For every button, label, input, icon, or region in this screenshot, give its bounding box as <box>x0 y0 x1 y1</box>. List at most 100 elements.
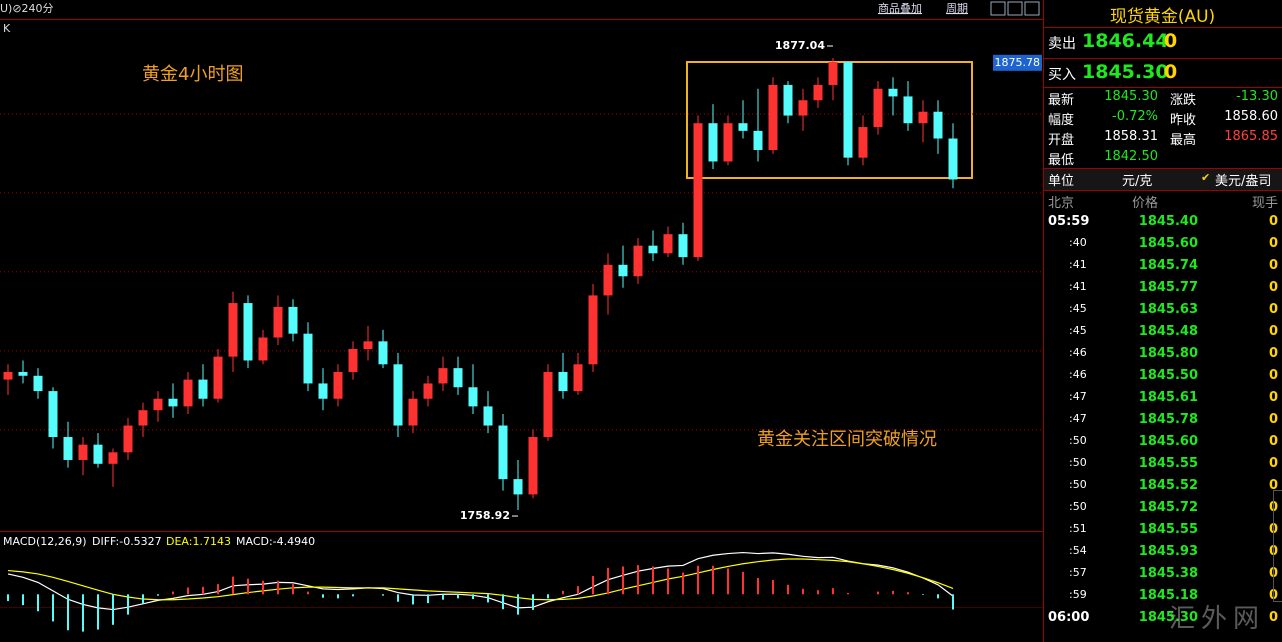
column-header: 北京 <box>1048 196 1075 211</box>
tick-volume: 0 <box>1268 390 1278 405</box>
stat-label: 幅度 <box>1048 113 1075 128</box>
candle-body <box>333 371 343 399</box>
candle-body <box>18 371 28 376</box>
quote-label: 卖出 <box>1048 36 1076 52</box>
candle-body <box>798 100 808 116</box>
check-icon: ✔ <box>1201 171 1211 184</box>
candle-body <box>918 111 928 124</box>
tick-volume: 0 <box>1268 610 1278 625</box>
tick-time: :51 <box>1069 522 1087 535</box>
candle-body <box>528 437 538 495</box>
stat-label: 最低 <box>1048 153 1075 168</box>
toolbar-button[interactable] <box>990 1 1006 16</box>
tick-volume: 0 <box>1268 412 1278 427</box>
tick-time: :40 <box>1069 236 1087 249</box>
tick-price: 1845.48 <box>1138 324 1198 339</box>
y-tick-box <box>993 54 1042 71</box>
tick-price: 1845.60 <box>1138 236 1198 251</box>
unit-bar <box>1044 168 1282 191</box>
link[interactable]: 周期 <box>946 2 968 15</box>
macd-line <box>7 558 954 601</box>
stat-label: 最新 <box>1048 93 1075 108</box>
y-tick-label: 1875.78 <box>995 56 1041 69</box>
tick-price: 1845.72 <box>1138 500 1198 515</box>
stat-value: -13.30 <box>1236 89 1278 104</box>
candle-body <box>588 295 598 365</box>
tick-time: 05:59 <box>1048 214 1090 229</box>
candle-body <box>648 245 658 254</box>
divider <box>1044 27 1282 28</box>
stat-value: 1858.31 <box>1104 129 1158 144</box>
quote-volume: 0 <box>1164 61 1178 83</box>
toolbar-button[interactable] <box>1024 1 1040 16</box>
candle-body <box>273 306 283 338</box>
stat-label: 最高 <box>1170 133 1197 148</box>
candle-body <box>633 245 643 277</box>
tick-price: 1845.38 <box>1138 566 1198 581</box>
tick-price: 1845.80 <box>1138 346 1198 361</box>
candle-body <box>33 375 43 392</box>
tick-time: :57 <box>1069 566 1087 579</box>
candle-body <box>108 452 118 464</box>
stat-value: -0.72% <box>1112 109 1158 124</box>
unit-label: 单位 <box>1048 174 1075 189</box>
candle-body <box>393 364 403 426</box>
candle-body <box>843 61 853 158</box>
candle-body <box>498 425 508 480</box>
candle-body <box>123 425 133 453</box>
candle-body <box>513 479 523 495</box>
candle-body <box>78 444 88 460</box>
candle-body <box>183 379 193 407</box>
chart-label: K <box>3 22 11 35</box>
tick-price: 1845.74 <box>1138 258 1198 273</box>
candle-body <box>93 444 103 464</box>
candle-body <box>378 341 388 365</box>
candle-body <box>678 234 688 258</box>
tick-volume: 0 <box>1268 324 1278 339</box>
candle-body <box>903 96 913 124</box>
tick-price: 1845.30 <box>1138 610 1198 625</box>
candle-body <box>948 138 958 180</box>
tick-price: 1845.61 <box>1138 390 1198 405</box>
tick-time: :47 <box>1069 412 1087 425</box>
candle-body <box>933 111 943 139</box>
candle-body <box>258 337 268 361</box>
candle-body <box>153 398 163 411</box>
candle-body <box>168 398 178 407</box>
toolbar-button[interactable] <box>1007 1 1023 16</box>
candle-body <box>753 130 763 150</box>
stat-label: 昨收 <box>1170 113 1197 128</box>
candle-body <box>558 371 568 392</box>
tick-price: 1845.50 <box>1138 368 1198 383</box>
candle-body <box>663 234 673 254</box>
tick-volume: 0 <box>1268 236 1278 251</box>
tick-time: :54 <box>1069 544 1087 557</box>
stat-value: 1858.60 <box>1224 109 1278 124</box>
divider <box>1044 58 1282 59</box>
candle-body <box>468 387 478 407</box>
candle-body <box>813 84 823 101</box>
tick-price: 1845.77 <box>1138 280 1198 295</box>
candle-body <box>198 379 208 399</box>
tick-price: 1845.40 <box>1138 214 1198 229</box>
candle-body <box>723 123 733 162</box>
candle-body <box>828 61 838 85</box>
tick-time: :46 <box>1069 368 1087 381</box>
tick-volume: 0 <box>1268 544 1278 559</box>
panel-title: 现货黄金(AU) <box>1109 7 1216 27</box>
tick-price: 1845.78 <box>1138 412 1198 427</box>
candle-body <box>48 391 58 438</box>
tick-price: 1845.63 <box>1138 302 1198 317</box>
tick-volume: 0 <box>1268 368 1278 383</box>
stat-label: 开盘 <box>1048 133 1075 148</box>
tick-time: :59 <box>1069 588 1087 601</box>
stat-value: 1845.30 <box>1104 89 1158 104</box>
tick-time: :41 <box>1069 280 1087 293</box>
candle-body <box>858 127 868 158</box>
low-marker: 1758.92 <box>460 509 510 522</box>
link[interactable]: 商品叠加 <box>878 1 922 15</box>
quote-price: 1845.30 <box>1082 61 1169 83</box>
stat-label: 涨跌 <box>1170 93 1197 108</box>
legend-entry: DEA:1.7143 <box>166 535 231 548</box>
